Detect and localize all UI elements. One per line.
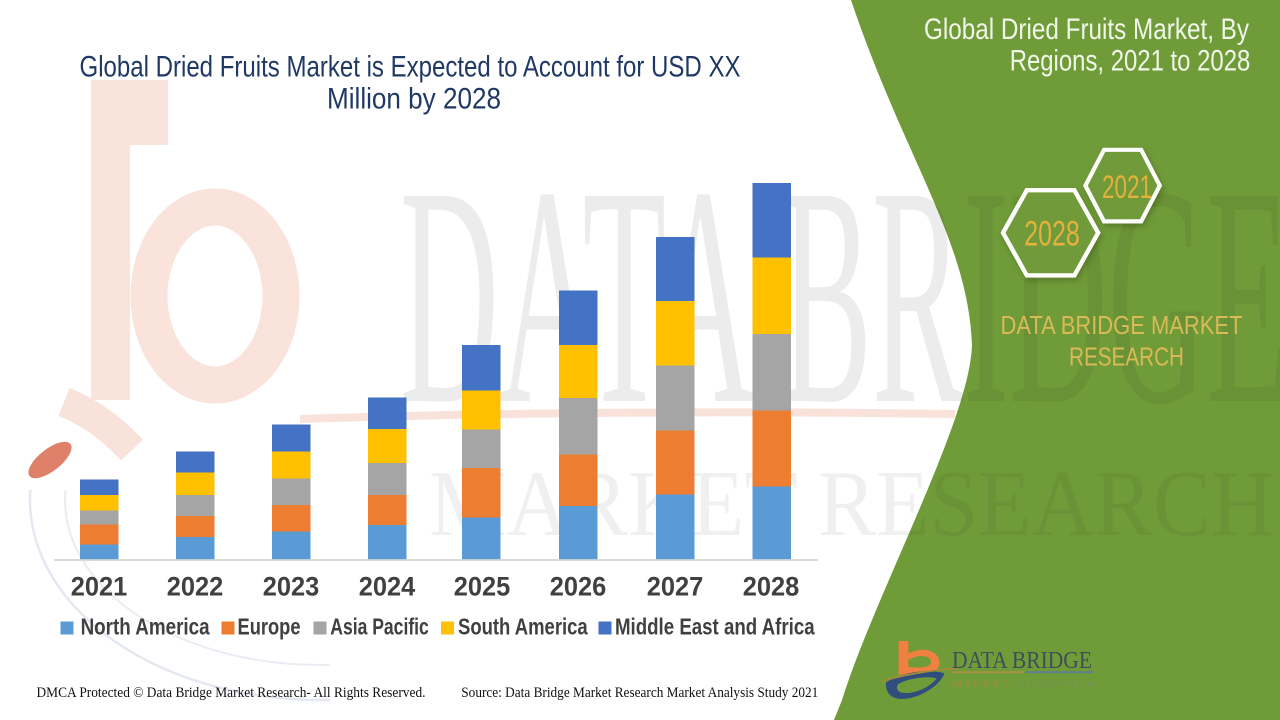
svg-text:2025: 2025 <box>454 572 511 602</box>
svg-text:2022: 2022 <box>167 572 224 602</box>
svg-text:2027: 2027 <box>647 572 704 602</box>
svg-text:DATA BRIDGE: DATA BRIDGE <box>952 648 1092 674</box>
svg-text:2021: 2021 <box>1102 169 1152 205</box>
svg-text:Middle East and Africa: Middle East and Africa <box>615 614 815 640</box>
svg-text:R E S E A R C H: R E S E A R C H <box>1020 680 1094 689</box>
svg-text:Source: Data Bridge Market Res: Source: Data Bridge Market Research Mark… <box>461 685 818 701</box>
svg-text:DMCA Protected © Data Bridge M: DMCA Protected © Data Bridge Market Rese… <box>37 685 426 701</box>
svg-text:South America: South America <box>458 614 588 640</box>
svg-text:DATA BRIDGE MARKET: DATA BRIDGE MARKET <box>1001 310 1243 340</box>
svg-text:2021: 2021 <box>71 572 128 602</box>
svg-text:Million by 2028: Million by 2028 <box>327 83 501 116</box>
svg-text:2028: 2028 <box>1024 214 1080 254</box>
svg-text:2028: 2028 <box>743 572 800 602</box>
svg-text:North America: North America <box>81 614 210 640</box>
svg-text:2023: 2023 <box>263 572 320 602</box>
svg-text:M A R K E T: M A R K E T <box>953 680 1009 689</box>
svg-text:RESEARCH: RESEARCH <box>1069 342 1184 372</box>
svg-text:Global Dried Fruits Market, By: Global Dried Fruits Market, By <box>924 13 1249 46</box>
svg-text:2024: 2024 <box>359 572 416 602</box>
svg-text:Regions, 2021 to 2028: Regions, 2021 to 2028 <box>1010 44 1251 77</box>
svg-text:2026: 2026 <box>550 572 607 602</box>
svg-text:Asia Pacific: Asia Pacific <box>330 614 429 640</box>
svg-text:Global Dried Fruits Market is: Global Dried Fruits Market is Expected t… <box>80 51 741 84</box>
svg-text:Europe: Europe <box>238 614 301 640</box>
